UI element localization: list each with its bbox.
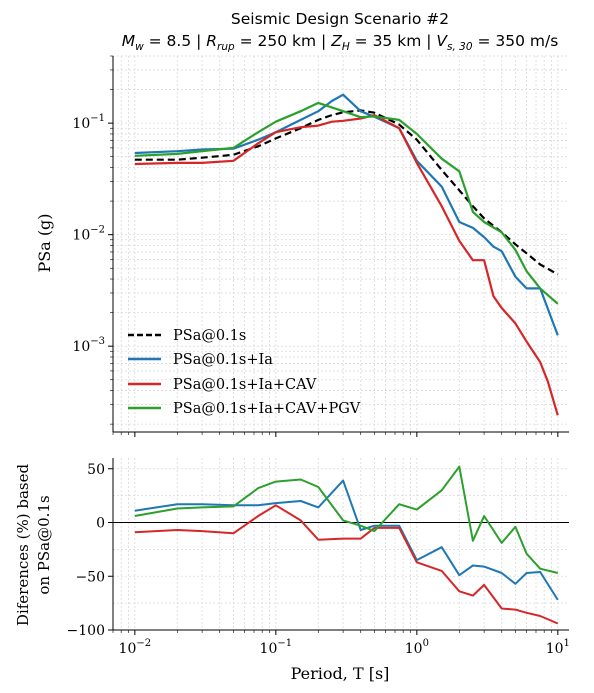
bottom-x-tick-label: 100 [405,638,429,657]
chart-title-line1: Seismic Design Scenario #2 [231,10,449,28]
x-axis-label: Period, T [s] [291,664,390,683]
chart-title-line2: Mw = 8.5 | Rrup = 250 km | ZH = 35 km | … [122,32,559,53]
bottom-x-tick-label: 101 [546,638,570,657]
bottom-x-tick-label: 10−2 [119,638,152,657]
bottom-x-tick-label: 10−1 [260,638,293,657]
top-series-line-green [134,101,559,305]
top-grid [112,55,569,432]
top-y-axis-label: PSa (g) [35,213,54,272]
legend-label: PSa@0.1s [173,328,246,344]
top-y-tick-label: 10−2 [72,225,105,244]
bottom-y-axis-label-line2: on PSa@0.1s [35,495,53,594]
bottom-y-tick-label: 0 [96,516,105,532]
top-series-line-black [134,109,559,276]
legend-entry: PSa@0.1s+Ia [128,352,273,368]
legend-entry: PSa@0.1s+Ia+CAV [128,377,317,393]
bottom-axes: 10−2 10−1 100 101 50 0 −50 −100 [67,458,570,657]
legend-label: PSa@0.1s+Ia+CAV+PGV [173,401,361,417]
psa-spectrum-panel: 10−3 10−2 10−1 PSa (g) PSa@0.1s PSa@0.1s+I… [35,55,569,437]
bottom-series-line-green [134,465,559,574]
bottom-y-tick-label: −100 [67,623,105,639]
bottom-y-axis-label-line1: Diferences (%) based [14,464,32,627]
legend-label: PSa@0.1s+Ia [173,352,273,368]
legend-entry: PSa@0.1s [128,328,246,344]
top-y-tick-label: 10−1 [72,113,105,132]
difference-panel: 10−2 10−1 100 101 50 0 −50 −100 Diferences (%) … [14,458,570,683]
bottom-series-group [134,465,559,625]
bottom-series-line-red [134,504,559,625]
top-series-line-red [134,113,559,416]
top-y-tick-label: 10−3 [72,336,105,355]
top-series-group [134,93,559,416]
bottom-y-tick-label: −50 [75,569,105,585]
top-axes: 10−3 10−2 10−1 [72,55,569,437]
legend: PSa@0.1s PSa@0.1s+Ia PSa@0.1s+Ia+CAV PSa… [128,328,361,417]
bottom-y-tick-label: 50 [87,462,105,478]
legend-label: PSa@0.1s+Ia+CAV [173,377,317,393]
legend-entry: PSa@0.1s+Ia+CAV+PGV [128,401,361,417]
bottom-series-line-blue [134,479,559,601]
